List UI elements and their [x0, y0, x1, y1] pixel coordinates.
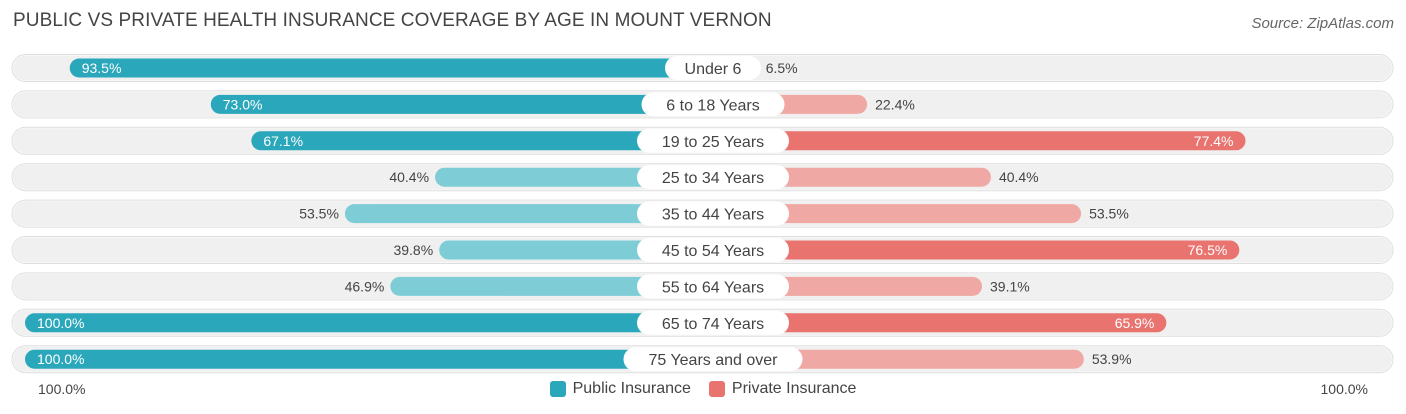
bar-public — [344, 204, 713, 224]
bar-public — [25, 349, 713, 369]
chart-title: PUBLIC VS PRIVATE HEALTH INSURANCE COVER… — [13, 10, 772, 31]
category-pill — [637, 128, 789, 153]
value-label-public: 53.5% — [299, 206, 339, 222]
category-label: 25 to 34 Years — [662, 170, 764, 187]
value-label-private: 53.9% — [1092, 351, 1132, 367]
bar-public — [251, 131, 714, 151]
category-pill — [665, 56, 761, 80]
category-label: 6 to 18 Years — [666, 97, 759, 114]
bar-private — [713, 240, 1240, 260]
value-label-public: 100.0% — [37, 351, 84, 367]
bar-private — [713, 313, 1167, 333]
legend-label-private: Private Insurance — [731, 380, 857, 397]
legend-item-public: Public Insurance — [549, 380, 691, 398]
value-label-private: 39.1% — [990, 278, 1030, 294]
category-pill — [623, 347, 803, 372]
value-label-public: 100.0% — [37, 315, 84, 331]
legend-swatch-public — [549, 381, 566, 397]
category-label: 45 to 54 Years — [662, 243, 764, 260]
value-label-private: 6.5% — [766, 60, 798, 76]
category-pill — [637, 201, 789, 226]
category-label: 55 to 64 Years — [662, 279, 764, 296]
legend-label-public: Public Insurance — [572, 380, 691, 397]
value-label-private: 65.9% — [1115, 315, 1155, 331]
legend-item-private: Private Insurance — [708, 380, 857, 398]
category-pill — [641, 92, 785, 117]
category-label: 75 Years and over — [649, 352, 779, 369]
category-pill — [637, 165, 789, 190]
value-label-private: 22.4% — [875, 96, 915, 112]
chart-area: 93.5% 6.5% Under 6 73.0% 22.4% 6 to 18 Years 6… — [11, 54, 1394, 374]
category-label: 35 to 44 Years — [662, 207, 764, 224]
value-label-public: 40.4% — [389, 169, 429, 185]
value-label-public: 93.5% — [82, 60, 122, 76]
legend: Public Insurance Private Insurance — [0, 380, 1406, 398]
axis-right-label: 100.0% — [1320, 381, 1368, 397]
value-label-private: 77.4% — [1194, 133, 1234, 149]
value-label-public: 73.0% — [223, 96, 263, 112]
category-pill — [637, 274, 789, 299]
bar-public — [210, 94, 713, 114]
value-label-private: 40.4% — [999, 169, 1039, 185]
category-label: 19 to 25 Years — [662, 134, 764, 151]
bar-private — [713, 131, 1246, 151]
category-label: 65 to 74 Years — [662, 316, 764, 333]
bar-public — [25, 313, 713, 333]
legend-swatch-private — [708, 381, 725, 397]
bar-private — [713, 349, 1084, 369]
value-label-public: 39.8% — [393, 242, 433, 258]
category-pill — [637, 238, 789, 262]
value-label-public: 46.9% — [345, 278, 385, 294]
source-label: Source: ZipAtlas.com — [1251, 15, 1394, 32]
axis-left-label: 100.0% — [38, 381, 86, 397]
category-label: Under 6 — [685, 61, 742, 78]
bar-private — [713, 204, 1082, 224]
bar-public — [390, 276, 713, 296]
bar-public — [69, 58, 714, 78]
value-label-public: 67.1% — [263, 133, 303, 149]
value-label-private: 53.5% — [1089, 206, 1129, 222]
category-pill — [637, 310, 789, 335]
value-label-private: 76.5% — [1188, 242, 1228, 258]
